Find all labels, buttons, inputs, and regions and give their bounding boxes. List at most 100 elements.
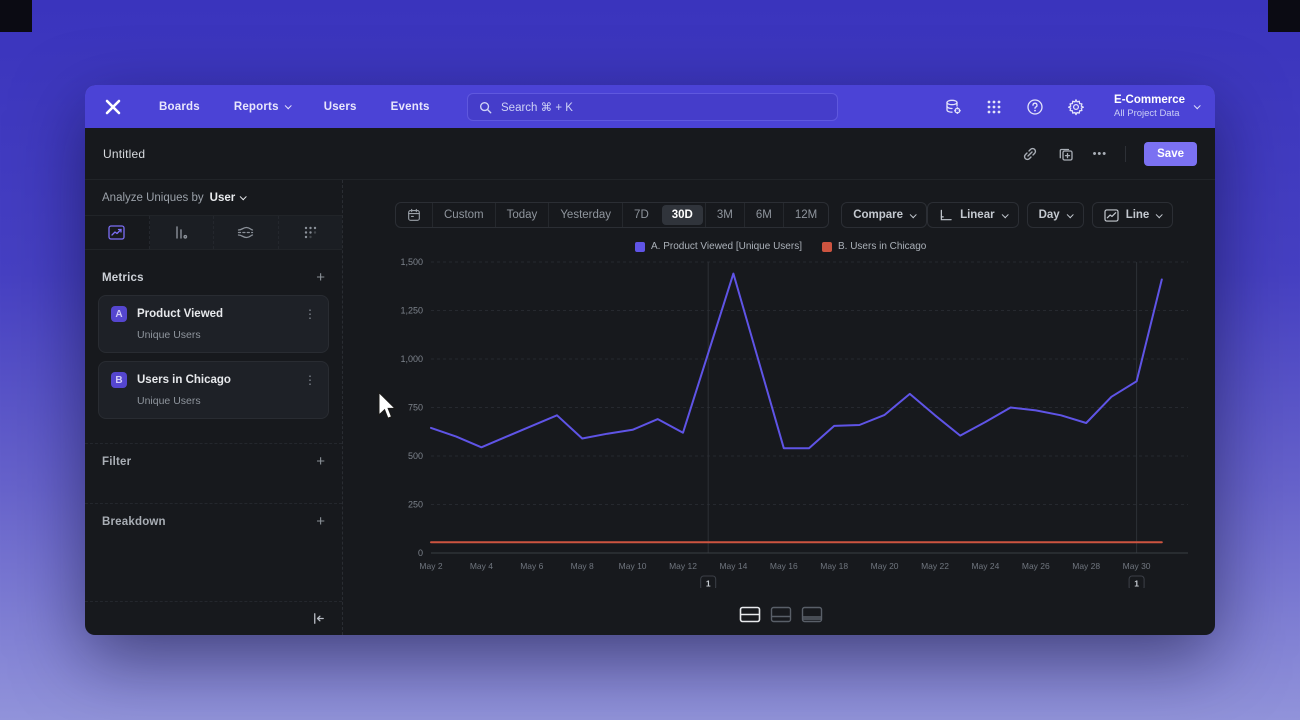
view-toggle-table[interactable] (801, 606, 823, 628)
background-corner (1268, 0, 1300, 32)
chart-type-dropdown[interactable]: Line (1091, 202, 1174, 228)
mixpanel-logo-icon[interactable] (103, 97, 123, 117)
metric-aggregation[interactable]: Unique Users (137, 395, 201, 407)
view-toggle-chart[interactable] (770, 606, 792, 628)
range-yesterday[interactable]: Yesterday (548, 203, 622, 227)
collapse-sidebar-icon[interactable] (311, 611, 326, 626)
nav-item-users[interactable]: Users (324, 101, 357, 113)
metric-card-b[interactable]: B Users in Chicago ⋮ Unique Users (98, 361, 329, 419)
metric-options-icon[interactable]: ⋮ (304, 373, 316, 387)
tab-retention[interactable] (278, 216, 342, 249)
add-metric-button[interactable]: + (316, 269, 325, 286)
tab-flows[interactable] (214, 216, 279, 249)
apps-grid-icon[interactable] (985, 98, 1003, 116)
chart-toolbar: Custom Today Yesterday 7D 30D 3M 6M 12M … (343, 202, 1215, 228)
help-icon[interactable] (1026, 98, 1044, 116)
report-actions: ••• Save (1021, 141, 1197, 166)
range-custom[interactable]: Custom (432, 203, 495, 227)
project-scope: All Project Data (1114, 108, 1180, 119)
metric-card-a[interactable]: A Product Viewed ⋮ Unique Users (98, 295, 329, 353)
settings-gear-icon[interactable] (1067, 98, 1085, 116)
chevron-down-icon (909, 210, 917, 218)
tab-bar-chart[interactable] (149, 216, 214, 249)
metric-aggregation[interactable]: Unique Users (137, 329, 201, 341)
chart-container: 0 250 500 750 1,000 1,250 1,500 May 2 May 4 May 6… (343, 254, 1215, 588)
svg-text:1: 1 (1134, 579, 1139, 589)
metric-letter-badge: B (111, 372, 127, 388)
nav-right-tools: E-Commerce All Project Data (944, 94, 1201, 119)
range-12m[interactable]: 12M (782, 203, 828, 227)
svg-text:0: 0 (418, 548, 423, 558)
legend-label: A. Product Viewed [Unique Users] (650, 241, 802, 252)
nav-item-boards[interactable]: Boards (159, 101, 200, 113)
legend-item[interactable]: A. Product Viewed [Unique Users] (634, 241, 802, 252)
chevron-down-icon (239, 193, 247, 201)
chart-svg[interactable]: 0 250 500 750 1,000 1,250 1,500 May 2 May 4 May 6… (343, 254, 1213, 588)
svg-text:May 12: May 12 (669, 561, 697, 571)
view-toggle-group (739, 606, 823, 628)
compare-dropdown[interactable]: Compare (841, 202, 928, 228)
report-main: Custom Today Yesterday 7D 30D 3M 6M 12M … (343, 180, 1215, 635)
breakdown-section: Breakdown + (85, 503, 342, 539)
tab-insights-line[interactable] (85, 216, 150, 249)
scale-dropdown[interactable]: Linear (927, 202, 1019, 228)
svg-text:1,250: 1,250 (400, 306, 423, 316)
more-menu-icon[interactable]: ••• (1092, 147, 1108, 160)
chevron-down-icon (1001, 210, 1009, 218)
range-today[interactable]: Today (494, 203, 549, 227)
svg-text:May 4: May 4 (470, 561, 493, 571)
metric-options-icon[interactable]: ⋮ (304, 307, 316, 321)
legend-swatch (821, 241, 832, 252)
svg-text:May 20: May 20 (871, 561, 899, 571)
bar-chart-icon (176, 226, 188, 239)
add-filter-button[interactable]: + (316, 453, 325, 470)
range-7d[interactable]: 7D (622, 203, 660, 227)
nav-item-events[interactable]: Events (391, 101, 430, 113)
query-sidebar: Analyze Uniques by User (85, 180, 343, 635)
analyze-entity-dropdown[interactable]: User (210, 192, 247, 204)
range-3m[interactable]: 3M (704, 203, 744, 227)
share-link-icon[interactable] (1021, 145, 1039, 163)
compare-label: Compare (853, 209, 904, 221)
granularity-dropdown[interactable]: Day (1026, 202, 1084, 228)
svg-text:May 22: May 22 (921, 561, 949, 571)
view-toggle-split[interactable] (739, 606, 761, 628)
metrics-label: Metrics (102, 271, 144, 284)
range-6m[interactable]: 6M (743, 203, 783, 227)
svg-text:May 14: May 14 (719, 561, 747, 571)
range-30d-selected[interactable]: 30D (661, 205, 703, 225)
svg-text:May 26: May 26 (1022, 561, 1050, 571)
project-name: E-Commerce (1114, 94, 1185, 106)
search-icon (479, 101, 492, 113)
save-button[interactable]: Save (1144, 141, 1197, 166)
search-placeholder: Search ⌘ + K (501, 102, 573, 114)
legend-label: B. Users in Chicago (837, 241, 927, 252)
calendar-icon[interactable] (396, 203, 432, 227)
metric-letter-badge: A (111, 306, 127, 322)
project-switcher[interactable]: E-Commerce All Project Data (1114, 94, 1201, 119)
filter-label: Filter (102, 455, 132, 468)
line-chart-icon (108, 225, 125, 240)
breakdown-label: Breakdown (102, 515, 166, 528)
svg-text:May 16: May 16 (770, 561, 798, 571)
retention-dots-icon (304, 226, 316, 239)
data-management-icon[interactable] (944, 98, 962, 116)
divider (1125, 145, 1127, 162)
duplicate-icon[interactable] (1057, 145, 1075, 163)
svg-text:1: 1 (706, 579, 711, 589)
report-titlebar: Untitled ••• Save (85, 128, 1215, 180)
svg-text:May 28: May 28 (1072, 561, 1100, 571)
nav-item-reports[interactable]: Reports (234, 101, 292, 113)
chart-type-label: Line (1125, 209, 1150, 221)
svg-text:May 6: May 6 (520, 561, 543, 571)
chart-display-controls: Linear Day Line (927, 202, 1174, 228)
legend-item[interactable]: B. Users in Chicago (821, 241, 927, 252)
linear-axis-icon (940, 209, 952, 220)
svg-text:May 30: May 30 (1123, 561, 1151, 571)
search-input[interactable]: Search ⌘ + K (467, 93, 838, 121)
nav-label: Boards (159, 100, 200, 113)
nav-label: Events (390, 100, 430, 113)
add-breakdown-button[interactable]: + (316, 513, 325, 530)
content-area: Analyze Uniques by User (85, 180, 1215, 635)
report-title[interactable]: Untitled (103, 146, 146, 161)
